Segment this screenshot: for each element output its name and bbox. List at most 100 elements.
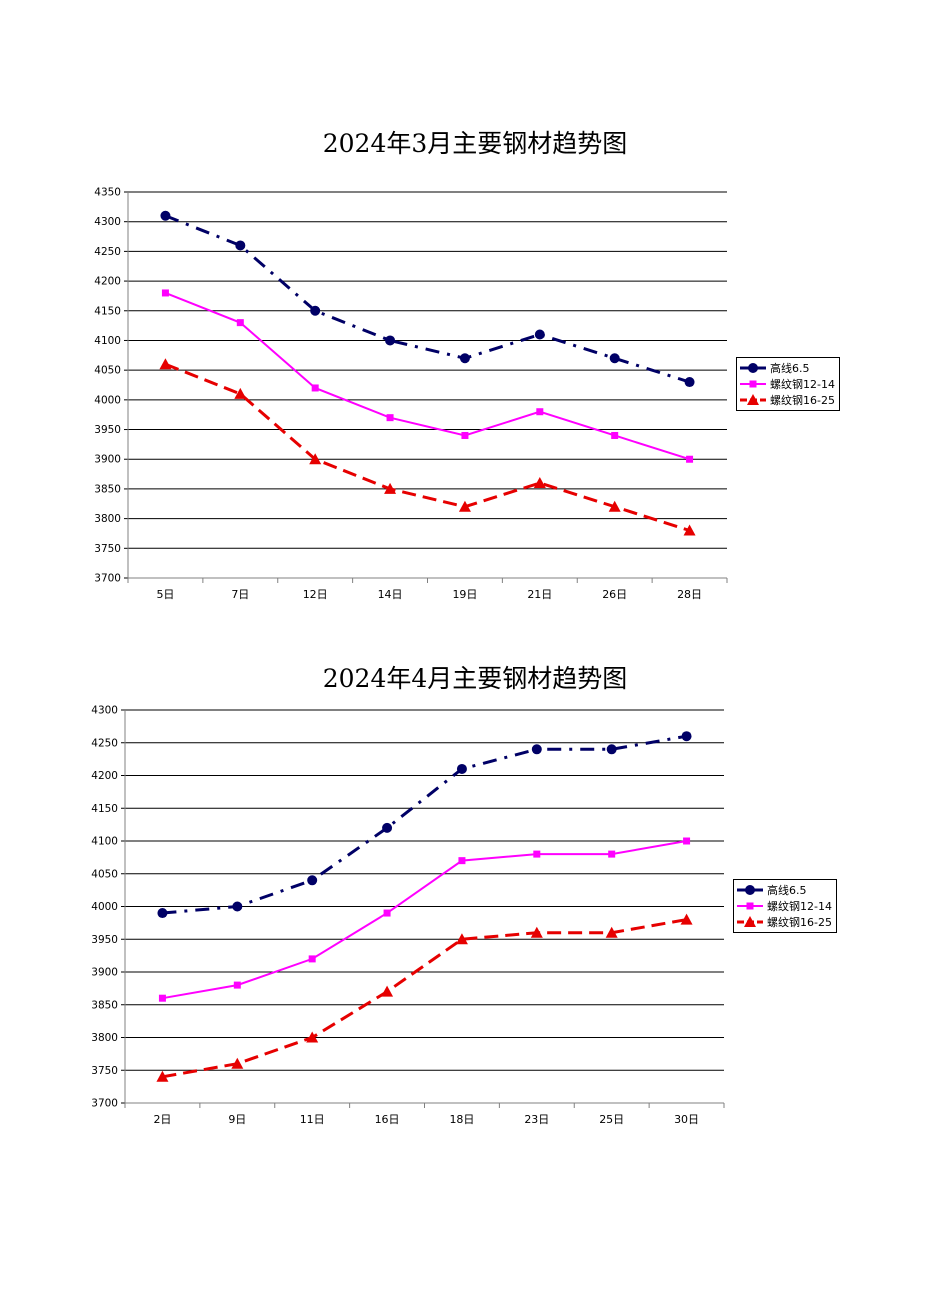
data-point-rebar-12-14 [311,384,319,392]
series-line-gaoxian [162,734,687,915]
data-point-gaoxian [459,353,470,364]
data-point-rebar-12-14 [608,850,616,858]
y-tick-label: 3750 [91,1065,118,1077]
y-tick-label: 4000 [94,394,121,406]
y-tick-label: 3700 [91,1098,118,1110]
y-tick-label: 3850 [94,483,121,495]
y-tick-label: 4200 [91,770,118,782]
legend-marker [747,394,759,405]
x-tick-label: 28日 [677,588,702,601]
y-tick-label: 4300 [94,216,121,228]
y-tick-label: 4200 [94,276,121,288]
data-point-rebar-12-14 [536,408,544,416]
x-tick-label: 19日 [452,588,477,601]
y-tick-label: 4250 [91,737,118,749]
legend-marker [749,380,757,388]
data-point-gaoxian [609,353,620,364]
data-point-gaoxian [235,240,246,251]
series-line-gaoxian [164,214,691,384]
data-point-rebar-16-25 [533,476,546,488]
data-point-gaoxian [456,763,467,774]
y-tick-label: 3800 [94,513,121,525]
legend-marker [744,916,756,927]
data-point-rebar-16-25 [530,926,543,938]
legend-swatch [737,902,763,910]
chart-title-march: 2024年3月主要钢材趋势图 [322,129,628,158]
y-tick-label: 4350 [94,187,121,199]
x-tick-label: 2日 [153,1113,171,1126]
data-point-gaoxian [232,901,243,912]
x-tick-label: 16日 [375,1113,400,1126]
data-point-gaoxian [382,822,393,833]
x-tick-label: 23日 [524,1113,549,1126]
data-point-rebar-16-25 [680,913,693,925]
x-tick-label: 9日 [228,1113,246,1126]
y-tick-label: 3900 [94,454,121,466]
x-tick-label: 5日 [156,588,174,601]
legend-swatch [740,394,766,405]
legend-march: 高线6.5 螺纹钢12-14 螺纹钢16-25 [736,357,840,411]
x-tick-label: 14日 [378,588,403,601]
data-point-rebar-16-25 [309,453,322,465]
data-point-rebar-12-14 [308,955,316,963]
chart-april: 3700 3750 3800 3850 3900 3950 4000 4050 4100 4150… [91,705,725,1126]
y-tick-label: 4000 [91,901,118,913]
data-point-rebar-12-14 [383,909,391,917]
y-tick-label: 4100 [94,335,121,347]
chart-march: 3700 3750 3800 3850 3900 3950 4000 4050 4100 4150… [94,187,728,601]
legend-swatch [740,380,766,388]
legend-marker [746,902,754,910]
y-tick-label: 4250 [94,246,121,258]
legend-swatch [740,363,766,373]
legend-item-rebar-16-25: 螺纹钢16-25 [739,392,835,408]
y-tick-label: 3800 [91,1032,118,1044]
data-point-gaoxian [531,744,542,755]
y-tick-label: 3750 [94,543,121,555]
series-line-rebar-16-25 [162,918,687,1079]
legend-item-rebar-12-14: 螺纹钢12-14 [736,898,832,914]
data-point-gaoxian [157,908,168,919]
data-point-rebar-16-25 [458,500,471,512]
data-point-gaoxian [160,210,171,221]
x-tick-label: 21日 [527,588,552,601]
y-tick-label: 4100 [91,836,118,848]
legend-marker [748,363,758,373]
x-tick-label: 18日 [449,1113,474,1126]
legend-marker [745,885,755,895]
legend-label: 高线6.5 [767,884,807,897]
legend-label: 螺纹钢12-14 [767,900,832,913]
legend-label: 螺纹钢12-14 [770,378,835,391]
series-line-rebar-16-25 [164,362,691,532]
x-tick-label: 26日 [602,588,627,601]
data-point-rebar-12-14 [461,431,469,439]
x-tick-label: 7日 [231,588,249,601]
data-point-gaoxian [310,305,321,316]
x-tick-label: 12日 [303,588,328,601]
data-point-rebar-12-14 [236,319,244,327]
y-tick-label: 3950 [94,424,121,436]
data-point-rebar-12-14 [386,414,394,422]
y-tick-label: 3900 [91,967,118,979]
data-point-rebar-12-14 [161,289,169,297]
legend-item-rebar-16-25: 螺纹钢16-25 [736,914,832,930]
legend-label: 螺纹钢16-25 [767,916,832,929]
y-tick-label: 4050 [91,868,118,880]
legend-swatch [737,885,763,895]
data-point-rebar-16-25 [381,985,394,997]
data-point-rebar-16-25 [384,482,397,494]
data-point-rebar-12-14 [686,455,694,463]
data-point-rebar-16-25 [605,926,618,938]
series-line-rebar-12-14 [165,292,690,461]
legend-swatch [737,916,763,927]
data-point-rebar-12-14 [611,431,619,439]
data-point-rebar-16-25 [156,1070,169,1082]
data-point-rebar-12-14 [233,981,241,989]
series-line-rebar-12-14 [162,840,687,1000]
legend-item-gaoxian: 高线6.5 [739,360,835,376]
data-point-gaoxian [307,875,318,886]
x-tick-label: 25日 [599,1113,624,1126]
y-tick-label: 4150 [94,305,121,317]
data-point-rebar-16-25 [608,500,621,512]
legend-item-rebar-12-14: 螺纹钢12-14 [739,376,835,392]
y-tick-label: 4150 [91,803,118,815]
